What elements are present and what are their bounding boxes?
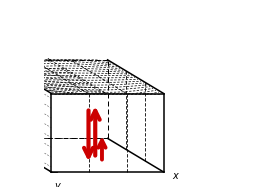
Text: x: x xyxy=(173,171,178,181)
Text: y: y xyxy=(54,181,60,187)
